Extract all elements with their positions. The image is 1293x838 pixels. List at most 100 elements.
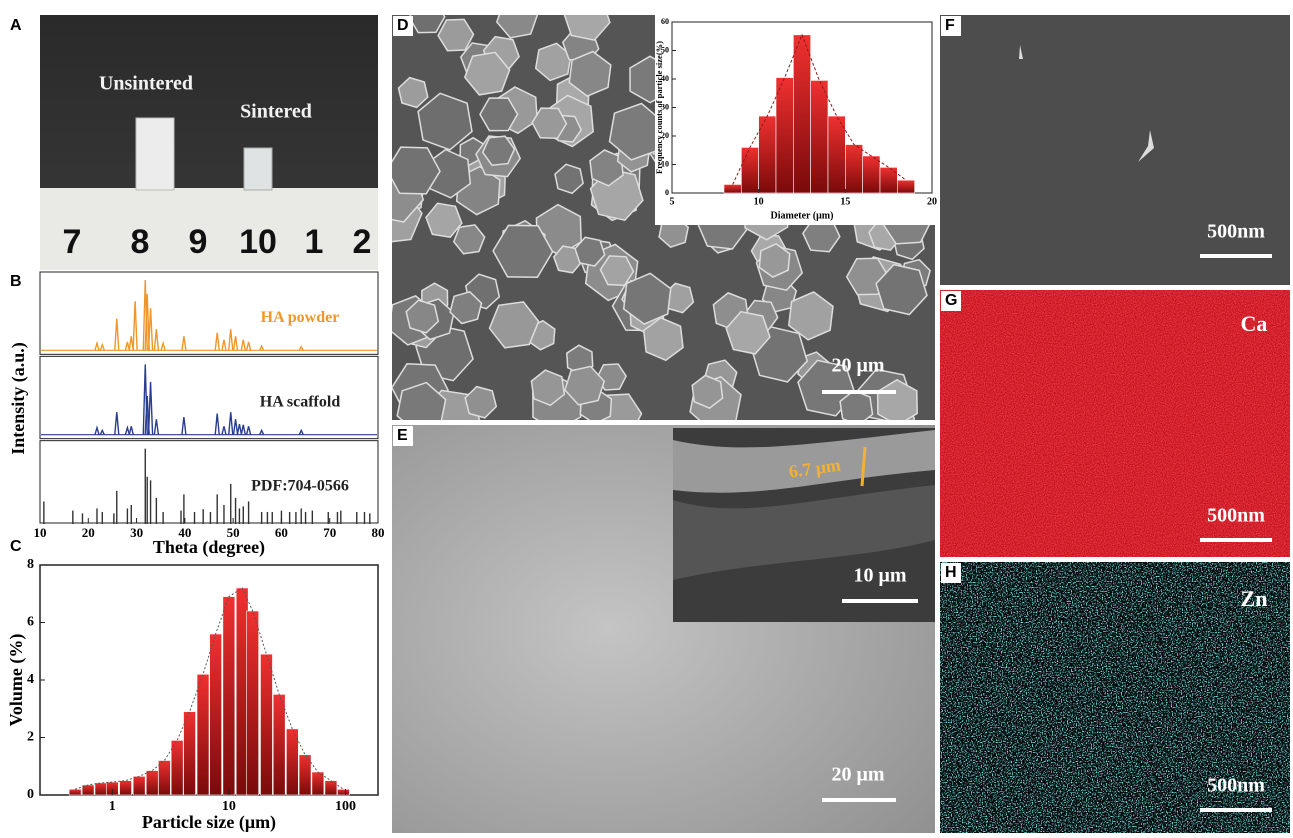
bar: [897, 180, 914, 193]
scale-bar-label: 10 μm: [854, 565, 907, 587]
scale-bar-label: 500nm: [1207, 505, 1265, 527]
bar: [247, 611, 259, 795]
ruler-number: 7: [63, 223, 82, 261]
peak: [247, 426, 251, 434]
bar: [120, 781, 132, 795]
bar: [95, 783, 107, 795]
bar: [312, 772, 324, 795]
peak: [215, 414, 219, 435]
peak: [149, 308, 153, 350]
x-tick-label: 5: [670, 196, 675, 207]
peak: [100, 345, 104, 351]
bar: [223, 597, 235, 795]
x-tick-label: 20: [927, 196, 937, 207]
y-axis-label: Intensity (a.u.): [8, 342, 29, 455]
bar: [236, 588, 248, 795]
bar: [184, 712, 196, 795]
bar: [286, 729, 298, 795]
peak: [234, 336, 238, 350]
bar: [793, 35, 810, 193]
peak: [154, 419, 158, 434]
x-tick-label: 15: [840, 196, 850, 207]
bar: [146, 771, 158, 795]
bar: [273, 694, 285, 795]
panel-letter: G: [945, 292, 957, 309]
sintered-cube: [244, 148, 272, 190]
bar: [845, 145, 862, 193]
peak: [260, 346, 264, 350]
bar: [158, 761, 170, 796]
series-label: PDF:704-0566: [251, 478, 349, 495]
x-tick-label: 10: [754, 196, 764, 207]
panel-letter: B: [10, 273, 22, 290]
peak: [229, 412, 233, 435]
peak: [149, 382, 153, 435]
peak: [95, 428, 99, 435]
scale-bar-label: 20 μm: [832, 355, 885, 377]
x-axis-label: Particle size (μm): [142, 812, 276, 833]
peak: [229, 329, 233, 350]
scale-bar-label: 20 μm: [832, 764, 885, 786]
peak: [115, 412, 119, 435]
bar: [811, 80, 828, 193]
panel-letter: A: [10, 17, 22, 34]
x-tick-label: 10: [34, 525, 47, 540]
y-tick-label: 6: [27, 615, 34, 630]
element-label: Ca: [1241, 311, 1268, 336]
element-label: Zn: [1241, 586, 1268, 611]
y-tick-label: 0: [665, 188, 669, 197]
bar: [260, 654, 272, 795]
peak: [241, 340, 245, 351]
peak: [182, 336, 186, 350]
panel-letter: D: [397, 17, 409, 34]
peak: [234, 419, 238, 434]
y-tick-label: 8: [27, 557, 34, 572]
peak: [161, 343, 165, 350]
bar: [210, 634, 222, 795]
panel-letter: E: [397, 427, 408, 444]
ruler-number: 1: [305, 223, 324, 261]
bar: [69, 789, 81, 795]
bar: [863, 156, 880, 193]
peak: [100, 430, 104, 434]
peak: [237, 424, 241, 435]
x-tick-label: 30: [130, 525, 143, 540]
y-tick-label: 4: [27, 672, 34, 687]
bar: [299, 755, 311, 795]
bar: [776, 78, 793, 193]
bar: [337, 789, 349, 795]
panel-letter: C: [10, 538, 22, 555]
peak: [154, 329, 158, 350]
y-axis-label: Volume (%): [6, 634, 27, 727]
x-tick-label: 100: [335, 799, 356, 814]
bar: [724, 184, 741, 193]
bar: [197, 674, 209, 795]
peak: [129, 426, 133, 434]
peak: [222, 426, 226, 434]
panel-letter: H: [945, 564, 957, 581]
peak: [133, 301, 137, 350]
x-tick-label: 70: [323, 525, 336, 540]
bar: [325, 781, 337, 795]
peak: [247, 342, 251, 350]
peak: [182, 417, 186, 435]
peak: [222, 340, 226, 351]
ruler-number: 10: [239, 223, 277, 261]
unsintered-cube: [136, 118, 174, 190]
x-axis-label: Diameter (μm): [771, 210, 834, 221]
x-tick-label: 60: [275, 525, 288, 540]
photo-label: Unsintered: [99, 73, 193, 95]
peak: [241, 425, 245, 435]
ruler-number: 2: [353, 223, 372, 261]
ruler-number: 8: [131, 223, 150, 261]
x-axis-label: Theta (degree): [153, 537, 265, 558]
bar: [133, 776, 145, 795]
bar: [171, 740, 183, 795]
bar: [828, 116, 845, 193]
x-tick-label: 80: [372, 525, 385, 540]
bar: [741, 147, 758, 193]
figure: Unsintered Sintered 7 8 9 10 1 2 20 μm 6…: [0, 0, 1293, 833]
peak: [95, 343, 99, 350]
y-tick-label: 2: [27, 730, 34, 745]
peak: [299, 430, 303, 434]
